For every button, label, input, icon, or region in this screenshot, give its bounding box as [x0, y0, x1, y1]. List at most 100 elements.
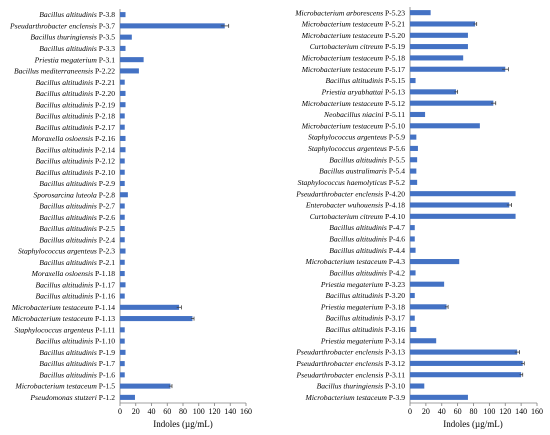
strain-id: P-5.23: [383, 8, 405, 17]
bar: [410, 179, 418, 185]
bar: [410, 213, 516, 219]
category-label: Sporosarcina luteola P-2.8: [33, 190, 115, 199]
species-name: Bacillus thuringiensis: [317, 382, 383, 391]
species-name: Microbacterium arborescens: [294, 8, 383, 17]
species-name: Bacillus altitudinis: [39, 235, 97, 244]
category-label: Bacillus altitudinis P-2.14: [35, 145, 115, 154]
bar: [410, 372, 522, 378]
category-label: Microbacterium testaceum P-5.21: [301, 20, 405, 29]
bar: [120, 158, 125, 164]
strain-id: P-3.3: [97, 44, 115, 53]
x-tick-label: 160: [531, 407, 543, 416]
strain-id: P-2.18: [93, 112, 115, 121]
species-name: Priestia aryabhattai: [321, 87, 383, 96]
category-label: Bacillus altitudinis P-1.17: [35, 280, 115, 289]
species-name: Bacillus altitudinis: [325, 291, 383, 300]
strain-id: P-1.2: [97, 393, 115, 402]
category-label: Bacillus altitudinis P-3.16: [325, 325, 405, 334]
species-name: Pseudarthrobacter enclensis: [295, 348, 383, 357]
species-name: Enterobacter wuhouensis: [305, 201, 383, 210]
species-name: Microbacterium testaceum: [301, 121, 384, 130]
category-label: Bacillus altitudinis P-1.6: [39, 370, 115, 379]
x-tick-label: 60: [163, 407, 171, 416]
strain-id: P-2.6: [97, 213, 115, 222]
species-name: Bacillus altitudinis: [35, 292, 93, 301]
species-name: Bacillus altitudinis: [39, 370, 97, 379]
strain-id: P-4.6: [387, 235, 405, 244]
category-label: Pseudarthrobacter enclensis P-4.20: [295, 189, 405, 198]
strain-id: P-4.20: [383, 189, 405, 198]
strain-id: P-4.18: [383, 201, 405, 210]
strain-id: P-5.18: [383, 54, 405, 63]
bar: [410, 32, 468, 38]
bar: [120, 225, 125, 232]
category-label: Bacillus altitudinis P-5.15: [325, 76, 405, 85]
species-name: Bacillus australimaris: [319, 167, 387, 176]
species-name: Staphylococcus haemolyticus: [298, 178, 387, 187]
bar: [410, 315, 415, 321]
bar: [410, 394, 468, 400]
category-label: Priestia megaterium P-3.23: [320, 280, 405, 289]
category-label: Bacillus altitudinis P-2.1: [39, 258, 115, 267]
species-name: Staphylococcus argenteus: [15, 325, 94, 334]
category-label: Bacillus altitudinis P-2.18: [35, 112, 115, 121]
category-label: Enterobacter wuhouensis P-4.18: [305, 201, 405, 210]
category-label: Bacillus altitudinis P-4.4: [329, 246, 405, 255]
strain-id: P-1.9: [97, 348, 115, 357]
species-name: Bacillus altitudinis: [35, 280, 93, 289]
strain-id: P-3.9: [387, 393, 405, 402]
category-label: Bacillus altitudinis P-2.9: [39, 179, 115, 188]
species-name: Bacillus thuringiensis: [30, 33, 96, 42]
bar: [410, 259, 460, 265]
bar: [410, 383, 425, 389]
strain-id: P-1.5: [97, 382, 115, 391]
species-name: Bacillus altitudinis: [35, 168, 93, 177]
category-label: Staphylococcus argenteus P-5.9: [308, 133, 405, 142]
bar: [410, 292, 415, 299]
species-name: Bacillus altitudinis: [35, 123, 93, 132]
category-label: Bacillus altitudinis P-2.6: [39, 213, 115, 222]
category-label: Microbacterium testaceum P-5.18: [301, 54, 405, 63]
species-name: Microbacterium testaceum: [11, 314, 94, 323]
strain-id: P-3.20: [383, 291, 405, 300]
species-name: Bacillus altitudinis: [39, 359, 97, 368]
bar: [410, 360, 523, 366]
species-name: Bacillus altitudinis: [39, 44, 97, 53]
x-tick-label: 140: [224, 407, 236, 416]
category-label: Microbacterium testaceum P-1.5: [15, 382, 116, 391]
species-name: Staphylococcus argenteus: [308, 133, 387, 142]
bar: [120, 147, 126, 153]
x-tick-label: 20: [422, 407, 430, 416]
strain-id: P-5.19: [383, 42, 405, 51]
species-name: Bacillus altitudinis: [39, 179, 97, 188]
category-label: Neobacillus niacini P-5.11: [323, 110, 405, 119]
strain-id: P-1.11: [93, 325, 115, 334]
strain-id: P-5.9: [387, 133, 405, 142]
x-tick-label: 60: [454, 407, 462, 416]
species-name: Bacillus altitudinis: [329, 223, 387, 232]
species-name: Bacillus altitudinis: [35, 78, 93, 87]
strain-id: P-3.7: [97, 21, 115, 30]
category-label: Pseudarthrobacter enclensis P-3.13: [295, 348, 405, 357]
category-label: Bacillus mediterraneensis P-2.22: [14, 67, 115, 76]
bar: [120, 304, 180, 310]
category-label: Bacillus australimaris P-5.4: [319, 167, 405, 176]
species-name: Microbacterium testaceum: [301, 20, 384, 29]
category-label: Bacillus altitudinis P-2.5: [39, 224, 115, 233]
x-tick-label: 100: [483, 407, 495, 416]
bar: [120, 124, 125, 130]
x-tick-label: 80: [179, 407, 187, 416]
strain-id: P-2.1: [97, 258, 115, 267]
bar: [410, 77, 416, 84]
species-name: Microbacterium testaceum: [11, 303, 94, 312]
species-name: Bacillus altitudinis: [39, 258, 97, 267]
bar: [120, 23, 225, 29]
strain-id: P-2.21: [93, 78, 115, 87]
species-name: Microbacterium testaceum: [301, 65, 384, 74]
strain-id: P-3.8: [97, 10, 115, 19]
strain-id: P-4.2: [387, 268, 405, 277]
strain-id: P-5.10: [383, 121, 405, 130]
category-label: Moraxella osloensis P-1.18: [31, 269, 116, 278]
bar: [410, 66, 506, 72]
